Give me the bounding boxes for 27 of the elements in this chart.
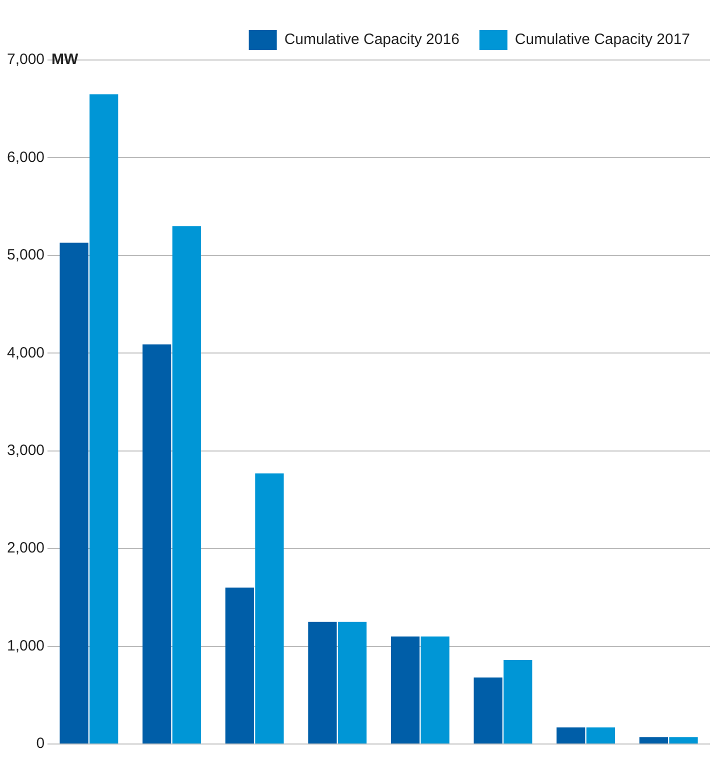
bar [504, 660, 532, 744]
legend-label: Cumulative Capacity 2017 [514, 31, 690, 48]
bar [556, 727, 586, 744]
bar [172, 226, 201, 744]
y-tick-label: 7,000 [6, 51, 45, 68]
y-tick-label: 2,000 [6, 540, 45, 557]
bar [390, 636, 420, 744]
y-tick-label: 5,000 [6, 246, 45, 264]
bar [338, 622, 367, 744]
bar [60, 242, 88, 744]
y-tick-label: 3,000 [6, 442, 45, 459]
y-axis-title: MW [52, 51, 80, 68]
y-tick-label: 0 [36, 735, 45, 752]
bar [90, 94, 118, 744]
y-tick-label: 1,000 [6, 637, 45, 654]
y-tick-label: 4,000 [6, 344, 45, 362]
bar [308, 622, 337, 744]
bar [639, 737, 668, 744]
y-tick-label: 6,000 [6, 148, 45, 166]
bar [669, 737, 698, 744]
bar [255, 473, 284, 744]
bar [420, 636, 450, 744]
bar [586, 727, 616, 744]
bar [474, 678, 502, 744]
legend-label: Cumulative Capacity 2016 [284, 31, 460, 48]
bar [142, 344, 172, 744]
bar [225, 588, 254, 744]
